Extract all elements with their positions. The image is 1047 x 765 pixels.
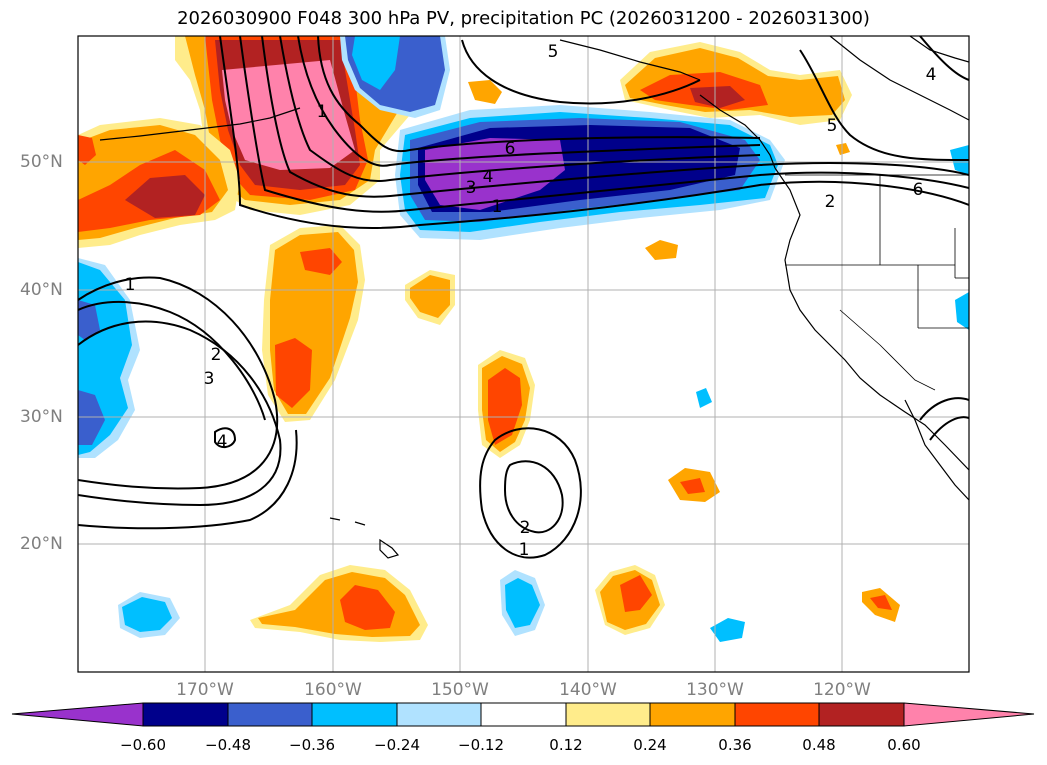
colorbar-bin: [649, 702, 736, 727]
colorbar-bin: [480, 702, 567, 727]
map-panel: [78, 36, 969, 672]
latitude-label: 50°N: [20, 152, 63, 172]
contour-label: 3: [466, 178, 477, 198]
contour-label: 2: [825, 192, 836, 212]
colorbar: [11, 702, 1035, 727]
longitude-label: 170°W: [176, 680, 234, 700]
contour-label: 5: [548, 42, 559, 62]
colorbar-bin: [734, 702, 820, 727]
contour-labels: 5 4 1 5 6 4 3 1 2 6 1 2 3 4 2 1: [125, 42, 937, 560]
contour-label: 1: [492, 197, 503, 217]
colorbar-extend-max: [903, 702, 1035, 727]
colorbar-bin: [818, 702, 905, 727]
contour-label: 3: [204, 369, 215, 389]
colorbar-bin: [565, 702, 651, 727]
longitude-label: 140°W: [559, 680, 617, 700]
coastlines: [99, 36, 969, 559]
contour-label: 6: [505, 139, 516, 159]
contour-label: 5: [827, 116, 838, 136]
latitude-label: 30°N: [20, 407, 63, 427]
contour-label: 4: [926, 65, 937, 85]
negative-anomaly-south: [78, 258, 969, 642]
colorbar-extend-min: [11, 702, 144, 727]
contour-label: 1: [317, 102, 328, 122]
contour-label: 1: [519, 540, 530, 560]
positive-anomaly-subtropical: [250, 225, 900, 642]
colorbar-tick-label: 0.48: [802, 736, 836, 754]
longitude-label: 130°W: [686, 680, 744, 700]
colorbar-tick-label: 0.12: [549, 736, 583, 754]
positive-anomaly-west: [78, 118, 240, 248]
colorbar-bin: [396, 702, 482, 727]
longitude-label: 160°W: [304, 680, 362, 700]
graticule: [78, 36, 969, 672]
latitude-label: 40°N: [20, 280, 63, 300]
colorbar-tick-label: 0.36: [718, 736, 752, 754]
colorbar-tick-label: 0.24: [633, 736, 667, 754]
contour-label: 1: [125, 275, 136, 295]
colorbar-tick-label: −0.36: [289, 736, 335, 754]
map-title: 2026030900 F048 300 hPa PV, precipitatio…: [177, 8, 870, 29]
colorbar-tick-label: 0.60: [887, 736, 921, 754]
map-frame: [77, 35, 970, 673]
longitude-label: 150°W: [431, 680, 489, 700]
longitude-label: 120°W: [813, 680, 871, 700]
colorbar-tick-label: −0.12: [458, 736, 504, 754]
contour-label: 6: [913, 180, 924, 200]
latitude-label: 20°N: [20, 534, 63, 554]
colorbar-bin: [142, 702, 229, 727]
colorbar-tick-label: −0.60: [120, 736, 166, 754]
colorbar-bin: [311, 702, 398, 727]
contour-label: 4: [217, 432, 228, 452]
pv-contours: [78, 36, 969, 559]
colorbar-bin: [227, 702, 313, 727]
contour-label: 2: [211, 345, 222, 365]
colorbar-tick-label: −0.24: [374, 736, 420, 754]
contour-label: 4: [483, 167, 494, 187]
positive-anomaly-gulf-of-alaska: [468, 42, 969, 175]
colorbar-tick-label: −0.48: [205, 736, 251, 754]
contour-label: 2: [520, 518, 531, 538]
